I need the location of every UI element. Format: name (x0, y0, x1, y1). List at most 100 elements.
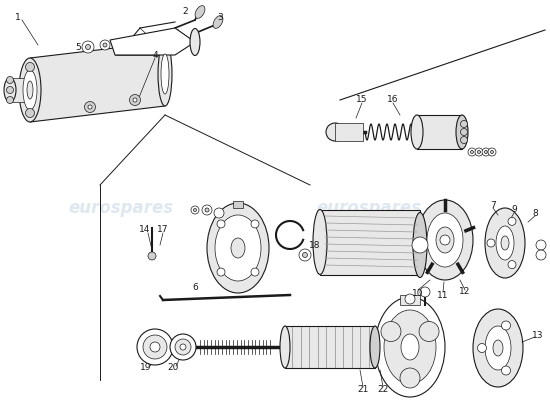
Ellipse shape (158, 42, 172, 106)
Circle shape (7, 96, 14, 104)
Circle shape (148, 252, 156, 260)
Circle shape (175, 339, 191, 355)
Text: 2: 2 (182, 8, 188, 16)
Ellipse shape (496, 226, 514, 260)
Ellipse shape (375, 297, 445, 397)
Circle shape (412, 237, 428, 253)
Text: 19: 19 (140, 364, 152, 372)
Circle shape (470, 150, 474, 154)
Polygon shape (10, 78, 28, 102)
Text: 10: 10 (412, 288, 424, 298)
Text: 3: 3 (217, 14, 223, 22)
Circle shape (381, 322, 401, 342)
Circle shape (405, 294, 415, 304)
Circle shape (88, 105, 92, 109)
Circle shape (214, 208, 224, 218)
Circle shape (468, 148, 476, 156)
Circle shape (460, 120, 468, 128)
Polygon shape (233, 201, 243, 208)
Text: 20: 20 (167, 364, 179, 372)
Text: 6: 6 (192, 284, 198, 292)
Polygon shape (335, 123, 363, 141)
Circle shape (460, 136, 468, 144)
Circle shape (477, 150, 481, 154)
Circle shape (251, 220, 259, 228)
Ellipse shape (427, 213, 463, 267)
Ellipse shape (215, 215, 261, 281)
Ellipse shape (195, 6, 205, 18)
Circle shape (420, 287, 430, 297)
Circle shape (440, 235, 450, 245)
Circle shape (137, 329, 173, 365)
Text: 9: 9 (511, 206, 517, 214)
Circle shape (502, 321, 510, 330)
Circle shape (475, 148, 483, 156)
Circle shape (143, 335, 167, 359)
Circle shape (477, 344, 487, 352)
Text: 11: 11 (437, 290, 449, 300)
Circle shape (508, 217, 516, 225)
Ellipse shape (413, 212, 427, 278)
Circle shape (508, 261, 516, 269)
Circle shape (251, 268, 259, 276)
Ellipse shape (485, 208, 525, 278)
Ellipse shape (411, 115, 423, 149)
Ellipse shape (4, 78, 16, 102)
Polygon shape (417, 115, 462, 149)
Circle shape (180, 344, 186, 350)
Ellipse shape (493, 340, 503, 356)
Ellipse shape (280, 326, 290, 368)
Circle shape (85, 102, 96, 112)
Circle shape (536, 240, 546, 250)
Ellipse shape (436, 227, 454, 253)
Circle shape (103, 43, 107, 47)
Text: eurospares: eurospares (316, 199, 421, 217)
Ellipse shape (213, 16, 223, 28)
Circle shape (150, 342, 160, 352)
Polygon shape (30, 42, 165, 122)
Circle shape (326, 123, 344, 141)
Circle shape (302, 252, 307, 258)
Text: 17: 17 (157, 226, 169, 234)
Polygon shape (400, 295, 420, 305)
Circle shape (400, 368, 420, 388)
Circle shape (100, 40, 110, 50)
Text: 21: 21 (358, 386, 368, 394)
Text: 12: 12 (459, 288, 471, 296)
Circle shape (217, 220, 225, 228)
Circle shape (502, 366, 510, 375)
Text: 13: 13 (532, 330, 544, 340)
Text: 16: 16 (387, 96, 399, 104)
Text: 22: 22 (377, 386, 389, 394)
Ellipse shape (456, 115, 468, 149)
Circle shape (129, 94, 140, 106)
Circle shape (488, 148, 496, 156)
Circle shape (202, 205, 212, 215)
Ellipse shape (190, 28, 200, 56)
Circle shape (217, 268, 225, 276)
Circle shape (82, 41, 94, 53)
Ellipse shape (370, 326, 380, 368)
Circle shape (205, 208, 209, 212)
Circle shape (7, 76, 14, 84)
Circle shape (191, 206, 199, 214)
Text: 18: 18 (309, 240, 321, 250)
Circle shape (133, 98, 137, 102)
Polygon shape (285, 326, 375, 368)
Circle shape (419, 322, 439, 342)
Text: 15: 15 (356, 96, 368, 104)
Text: 14: 14 (139, 226, 151, 234)
Circle shape (536, 250, 546, 260)
Circle shape (485, 150, 487, 154)
Ellipse shape (19, 58, 41, 122)
Ellipse shape (501, 236, 509, 250)
Ellipse shape (207, 203, 269, 293)
Circle shape (25, 62, 35, 72)
Ellipse shape (313, 210, 327, 274)
Circle shape (487, 239, 495, 247)
Circle shape (299, 249, 311, 261)
Ellipse shape (473, 309, 523, 387)
Circle shape (25, 108, 35, 118)
Circle shape (85, 44, 91, 50)
Ellipse shape (485, 326, 511, 370)
